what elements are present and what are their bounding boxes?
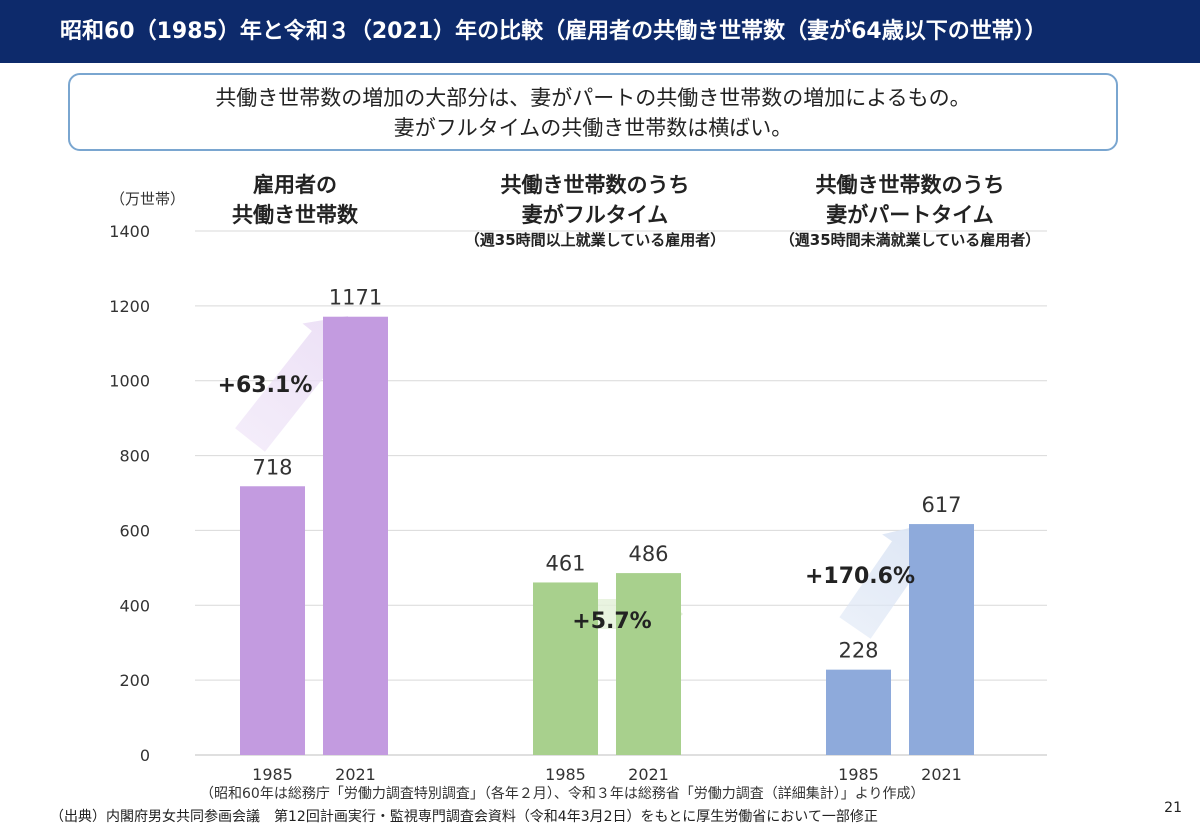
group-heading-line-2: 妻がフルタイム bbox=[521, 203, 669, 227]
summary-box: 共働き世帯数の増加の大部分は、妻がパートの共働き世帯数の増加によるもの。 妻がフ… bbox=[68, 73, 1118, 151]
bar bbox=[533, 582, 598, 755]
group-heading-line-2: 妻がパートタイム bbox=[826, 203, 994, 227]
summary-line-1: 共働き世帯数の増加の大部分は、妻がパートの共働き世帯数の増加によるもの。 bbox=[215, 86, 971, 110]
y-tick-label: 800 bbox=[119, 447, 150, 466]
group-heading-line-1: 共働き世帯数のうち bbox=[500, 173, 690, 197]
x-tick-label: 1985 bbox=[838, 765, 879, 784]
y-tick-label: 200 bbox=[119, 671, 150, 690]
growth-rate-label: +170.6% bbox=[805, 564, 915, 589]
bar bbox=[240, 486, 305, 755]
group-heading-parttime: 共働き世帯数のうち 妻がパートタイム （週35時間未満就業している雇用者） bbox=[745, 170, 1075, 250]
x-tick-label: 2021 bbox=[335, 765, 376, 784]
x-tick-label: 1985 bbox=[545, 765, 586, 784]
growth-arrow bbox=[235, 316, 352, 452]
summary-line-2: 妻がフルタイムの共働き世帯数は横ばい。 bbox=[393, 116, 793, 140]
y-tick-label: 0 bbox=[140, 746, 150, 765]
group-heading-fulltime: 共働き世帯数のうち 妻がフルタイム （週35時間以上就業している雇用者） bbox=[430, 170, 760, 250]
credit-note: （出典）内閣府男女共同参画会議 第12回計画実行・監視専門調査会資料（令和4年3… bbox=[50, 809, 878, 825]
bar bbox=[826, 669, 891, 755]
y-axis-unit-label: （万世帯） bbox=[110, 190, 186, 208]
x-tick-label: 1985 bbox=[252, 765, 293, 784]
group-heading-line-1: 共働き世帯数のうち bbox=[815, 173, 1005, 197]
group-heading-subtitle: （週35時間未満就業している雇用者） bbox=[779, 231, 1041, 249]
bar bbox=[616, 573, 681, 755]
bar bbox=[323, 316, 388, 755]
x-tick-label: 2021 bbox=[921, 765, 962, 784]
group-heading-line-1: 雇用者の bbox=[253, 173, 337, 197]
growth-rate-label: +5.7% bbox=[572, 609, 651, 634]
data-label: 461 bbox=[545, 551, 585, 575]
y-tick-label: 400 bbox=[119, 596, 150, 615]
data-label: 718 bbox=[252, 455, 292, 479]
y-tick-label: 1000 bbox=[109, 372, 150, 391]
data-label: 1171 bbox=[329, 286, 382, 310]
y-tick-label: 1200 bbox=[109, 297, 150, 316]
page-title: 昭和60（1985）年と令和３（2021）年の比較（雇用者の共働き世帯数（妻が6… bbox=[0, 0, 1200, 63]
group-heading-total: 雇用者の 共働き世帯数 bbox=[195, 170, 395, 230]
group-heading-subtitle: （週35時間以上就業している雇用者） bbox=[464, 231, 726, 249]
y-tick-label: 1400 bbox=[109, 222, 150, 241]
data-label: 617 bbox=[921, 493, 961, 517]
data-label: 486 bbox=[628, 542, 668, 566]
data-label: 228 bbox=[838, 639, 878, 663]
y-tick-label: 600 bbox=[119, 521, 150, 540]
page-number: 21 bbox=[1164, 800, 1182, 816]
bar bbox=[909, 524, 974, 755]
source-note: （昭和60年は総務庁「労働力調査特別調査」（各年２月）、令和３年は総務省「労働力… bbox=[200, 786, 925, 802]
group-heading-line-2: 共働き世帯数 bbox=[232, 203, 358, 227]
x-tick-label: 2021 bbox=[628, 765, 669, 784]
growth-rate-label: +63.1% bbox=[218, 373, 313, 398]
